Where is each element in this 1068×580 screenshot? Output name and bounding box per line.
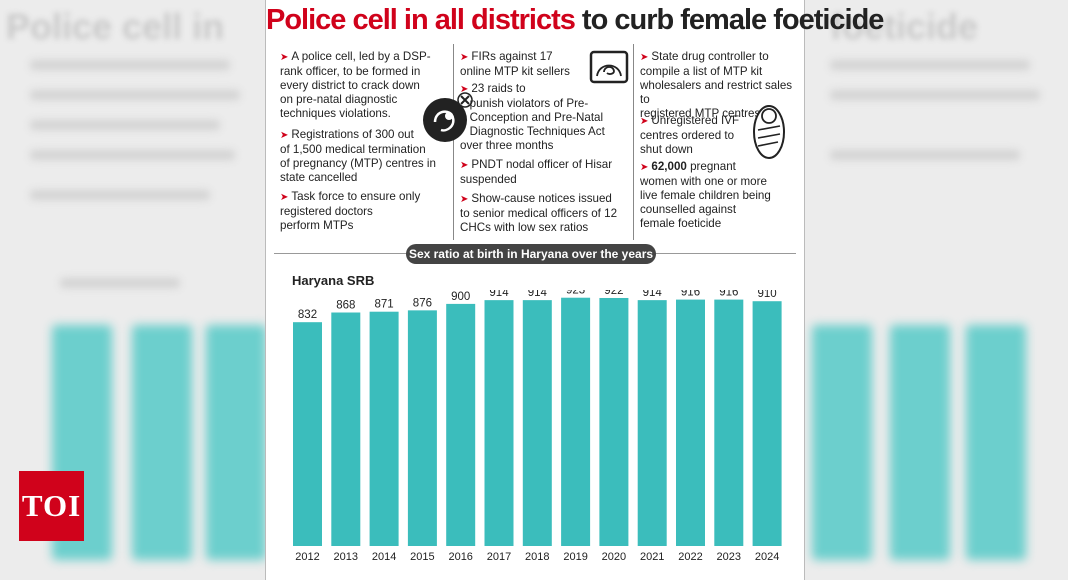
arrow-icon: ➤: [460, 84, 469, 95]
arrow-icon: ➤: [460, 52, 469, 63]
value-label-2021: 914: [643, 290, 663, 299]
blurred-text: [830, 90, 1040, 100]
value-label-2023: 916: [719, 290, 738, 299]
bar-2024: [752, 301, 782, 546]
year-label-2020: 2020: [602, 551, 626, 563]
arrow-icon: ➤: [640, 116, 649, 127]
headline: Police cell in all districts to curb fem…: [266, 4, 884, 37]
value-label-2012: 832: [298, 309, 317, 321]
srb-bar-chart: 832 2012 868 2013 871 2014 876 2015 900 2016 914 20…: [293, 290, 782, 563]
blurred-title-left: Police cell in: [6, 6, 225, 47]
year-label-2024: 2024: [755, 551, 779, 563]
value-label-2016: 900: [451, 291, 470, 303]
fact-item: ➤ A police cell, led by a DSP- rank offic…: [280, 50, 431, 120]
value-label-2018: 914: [528, 290, 548, 299]
value-label-2017: 914: [489, 290, 509, 299]
chart-title: Sex ratio at birth in Haryana over the y…: [406, 244, 656, 264]
blurred-text: [830, 150, 1020, 160]
fact-column-3: ➤ State drug controller to compile a list…: [634, 44, 798, 240]
blurred-bar: [206, 325, 266, 560]
arrow-icon: ➤: [640, 52, 649, 63]
year-label-2023: 2023: [717, 551, 741, 563]
blurred-bar: [132, 325, 192, 560]
value-label-2014: 871: [375, 299, 394, 311]
fact-columns: ➤ A police cell, led by a DSP- rank offic…: [274, 44, 798, 240]
bar-2015: [407, 310, 437, 546]
year-label-2017: 2017: [487, 551, 511, 563]
blurred-bar: [812, 325, 872, 560]
crossed-fetus-icon: [423, 92, 473, 142]
fact-item: ➤ 23 raids to punish violators of Pre- Co…: [460, 82, 605, 152]
blurred-title-right: foeticide: [830, 6, 979, 47]
blurred-bar: [890, 325, 950, 560]
blurred-text: [830, 60, 1030, 70]
year-label-2016: 2016: [448, 551, 472, 563]
arrow-icon: ➤: [460, 194, 469, 205]
bar-2018: [522, 300, 552, 546]
fact-item: ➤ FIRs against 17 online MTP kit sellers: [460, 50, 570, 78]
fact-column-1: ➤ A police cell, led by a DSP- rank offic…: [274, 44, 473, 240]
blurred-text: [30, 150, 235, 160]
fact-column-2: ➤ FIRs against 17 online MTP kit sellers …: [454, 44, 634, 240]
value-label-2015: 876: [413, 297, 432, 309]
year-label-2019: 2019: [563, 551, 587, 563]
bar-2019: [561, 297, 591, 546]
year-label-2014: 2014: [372, 551, 396, 563]
bar-2016: [446, 303, 476, 546]
blurred-text: [30, 90, 240, 100]
value-label-2022: 916: [681, 290, 700, 299]
fact-item: ➤ 62,000 pregnant women with one or more …: [640, 160, 771, 230]
headline-black: to curb female foeticide: [581, 4, 885, 36]
ultrasound-icon: [589, 50, 629, 84]
bar-2021: [637, 300, 667, 546]
fact-item: ➤ Show-cause notices issued to senior med…: [460, 192, 618, 234]
blurred-text: [30, 60, 230, 70]
series-label: Haryana SRB: [292, 273, 375, 288]
arrow-icon: ➤: [280, 52, 289, 63]
infographic-panel: Police cell in all districts to curb fem…: [265, 0, 884, 580]
arrow-icon: ➤: [640, 162, 649, 173]
blurred-bar: [966, 325, 1026, 560]
headline-red: Police cell in all districts: [266, 4, 576, 36]
value-label-2024: 910: [758, 290, 777, 300]
fact-item: ➤ State drug controller to compile a list…: [640, 50, 793, 120]
year-label-2021: 2021: [640, 551, 664, 563]
bar-2023: [714, 299, 744, 546]
value-label-2013: 868: [336, 300, 355, 312]
arrow-icon: ➤: [280, 130, 289, 141]
year-label-2018: 2018: [525, 551, 549, 563]
bar-2022: [676, 299, 705, 546]
value-label-2020: 922: [604, 290, 623, 297]
swaddled-baby-icon: [753, 105, 785, 159]
bar-2012: [293, 322, 322, 546]
fact-item: ➤ Registrations of 300 out of 1,500 medic…: [280, 128, 436, 184]
year-label-2022: 2022: [678, 551, 702, 563]
fact-item: ➤ Unregistered IVF centres ordered to shu…: [640, 114, 740, 156]
blurred-text: [60, 278, 180, 288]
year-label-2013: 2013: [334, 551, 358, 563]
bar-2020: [599, 297, 629, 546]
arrow-icon: ➤: [280, 192, 289, 203]
toi-logo[interactable]: TOI: [19, 471, 84, 541]
fact-item: ➤ Task force to ensure only registered do…: [280, 190, 421, 232]
year-label-2015: 2015: [410, 551, 434, 563]
fact-item: ➤ PNDT nodal officer of Hisar suspended: [460, 158, 613, 186]
arrow-icon: ➤: [460, 160, 469, 171]
bar-2013: [331, 312, 361, 546]
year-label-2012: 2012: [295, 551, 319, 563]
value-label-2019: 923: [566, 290, 585, 297]
bar-2014: [369, 311, 399, 546]
bar-2017: [484, 300, 514, 546]
blurred-text: [30, 120, 220, 130]
blurred-text: [30, 190, 210, 200]
